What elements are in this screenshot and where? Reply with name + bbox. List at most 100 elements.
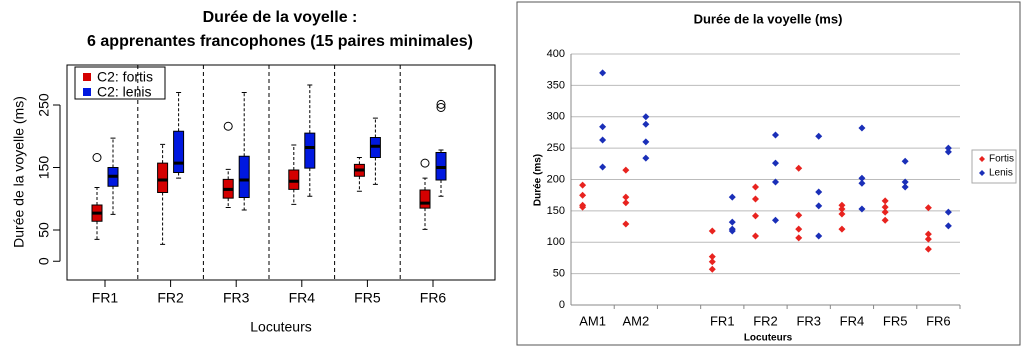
point — [752, 195, 759, 203]
y-tick-label: 50 — [553, 268, 565, 280]
legend-label: Lenis — [989, 168, 1013, 179]
point — [708, 227, 716, 235]
point — [901, 183, 909, 191]
point — [622, 220, 630, 228]
legend-label: C2: fortis — [97, 69, 153, 85]
point — [599, 123, 607, 131]
y-tick-label: 150 — [36, 156, 52, 180]
point — [642, 113, 650, 121]
x-tick-label: FR4 — [289, 290, 316, 306]
right-panel-frame — [516, 1, 1021, 346]
point — [708, 253, 716, 261]
legend-swatch — [83, 88, 91, 96]
point — [795, 164, 803, 172]
y-tick-label: 150 — [547, 205, 565, 217]
y-tick-label: 200 — [547, 173, 565, 185]
point — [944, 208, 952, 216]
legend-label: C2: lenis — [97, 84, 151, 100]
point — [728, 218, 736, 226]
point — [728, 227, 736, 235]
point — [599, 136, 607, 144]
point — [944, 222, 952, 230]
legend-marker — [979, 156, 985, 162]
y-tick-label: 100 — [547, 236, 565, 248]
chart-title: 6 apprenantes francophones (15 paires mi… — [87, 33, 473, 50]
y-tick-label: 250 — [547, 142, 565, 154]
point — [579, 191, 587, 199]
point — [858, 174, 866, 182]
point — [772, 178, 779, 186]
point — [599, 163, 607, 171]
x-tick-label: FR3 — [223, 290, 250, 306]
point — [622, 199, 630, 207]
point — [795, 234, 803, 242]
chart-title: Durée de la voyelle : — [203, 9, 358, 26]
y-tick-label: 0 — [559, 299, 565, 311]
legend-label: Fortis — [989, 154, 1014, 165]
point — [772, 131, 779, 139]
y-tick-label: 300 — [547, 111, 565, 123]
outlier — [436, 103, 446, 112]
outlier — [420, 158, 430, 168]
point — [838, 210, 846, 218]
x-tick-label: FR3 — [796, 313, 821, 328]
point — [924, 230, 932, 238]
point — [924, 235, 932, 243]
y-tick-label: 0 — [36, 257, 52, 265]
y-tick-label: 400 — [547, 48, 565, 60]
legend-marker — [979, 170, 985, 176]
point — [752, 212, 759, 220]
legend-swatch — [83, 73, 91, 81]
box — [173, 130, 185, 173]
box — [304, 132, 316, 169]
point — [944, 144, 952, 152]
x-tick-label: FR6 — [420, 290, 447, 306]
x-tick-label: FR6 — [926, 313, 951, 328]
x-tick-label: FR2 — [157, 290, 184, 306]
point — [579, 203, 587, 211]
x-tick-label: FR2 — [753, 313, 778, 328]
point — [642, 138, 650, 146]
point — [858, 124, 866, 132]
point — [815, 132, 823, 140]
point — [642, 154, 650, 162]
x-tick-label: FR5 — [883, 313, 908, 328]
point — [772, 216, 779, 224]
point — [881, 208, 889, 216]
point — [944, 148, 952, 156]
y-tick-label: 50 — [36, 222, 52, 238]
point — [838, 225, 846, 233]
y-axis-label: Durée (ms) — [533, 154, 544, 206]
point — [838, 201, 846, 209]
point — [881, 216, 889, 224]
box — [238, 155, 250, 198]
point — [599, 69, 607, 77]
point — [881, 197, 889, 205]
outlier — [223, 121, 233, 131]
x-axis-label: Locuteurs — [744, 333, 793, 344]
point — [901, 178, 909, 186]
point — [642, 120, 650, 128]
point — [924, 245, 932, 253]
point — [838, 205, 846, 213]
point — [622, 166, 630, 174]
x-tick-label: AM2 — [622, 313, 649, 328]
y-tick-label: 250 — [36, 93, 52, 117]
point — [708, 265, 716, 273]
box — [419, 189, 431, 209]
plot-frame — [66, 64, 496, 281]
x-tick-label: FR5 — [354, 290, 381, 306]
point — [815, 202, 823, 210]
outlier — [92, 153, 102, 162]
legend-frame — [971, 149, 1017, 184]
y-tick-label: 350 — [547, 79, 565, 91]
point — [795, 225, 803, 233]
point — [815, 188, 823, 196]
x-tick-label: FR1 — [710, 313, 735, 328]
point — [881, 203, 889, 211]
point — [858, 205, 866, 213]
point — [772, 159, 779, 167]
point — [752, 232, 759, 240]
box — [288, 169, 300, 190]
